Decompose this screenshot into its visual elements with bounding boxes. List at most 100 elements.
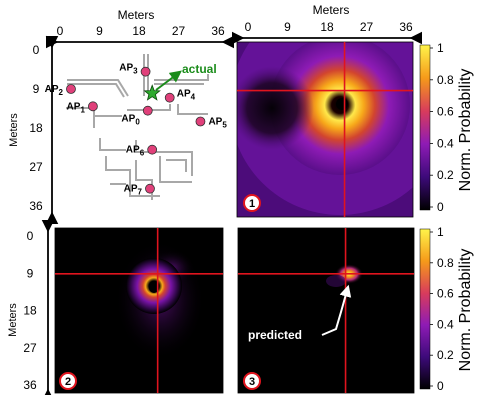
floor-map-y-ticks: 0 9 18 27 36	[29, 43, 43, 213]
access-point-label-prefix: AP	[126, 145, 140, 156]
colorbar-3-ticks: 1 0.8 0.6 0.4 0.2 0	[430, 225, 454, 393]
colorbar-tick-label: 0.6	[437, 105, 454, 119]
colorbar-tick-label: 0.8	[437, 73, 454, 87]
floor-map-x-axis-title: Meters	[118, 8, 155, 22]
access-point-label-index: 5	[222, 121, 227, 130]
colorbar-tick-label: 1	[437, 41, 444, 55]
heatmap-2-y-tick-label: 18	[23, 304, 37, 318]
floor-map-x-tick-label: 18	[132, 24, 146, 38]
access-point-label-index: 7	[138, 188, 143, 197]
heatmap-1-x-tick-label: 0	[245, 20, 252, 34]
panel-badge-2: 2	[59, 372, 77, 390]
heatmap-2-y-tick-label: 9	[27, 266, 34, 280]
floor-map-y-tick-label: 9	[33, 82, 40, 96]
colorbar-1-label: Norm. Probability	[457, 69, 474, 192]
access-point-label: AP4	[177, 89, 196, 102]
access-point-label: AP2	[45, 84, 64, 97]
heatmap-panel-3: predicted 3 1 0.8 0.6 0.4 0.2 0 Norm. Probabi…	[237, 225, 474, 394]
heatmap-2-y-tick-label: 36	[23, 378, 37, 392]
access-point-label-index: 6	[140, 149, 145, 158]
heatmap-2-y-tick-label: 27	[23, 341, 37, 355]
colorbar-3-label: Norm. Probability	[457, 249, 474, 372]
predicted-annotation: predicted	[248, 284, 352, 342]
panel-badge-1-label: 1	[249, 198, 255, 210]
floor-map-x-tick-label: 27	[172, 24, 186, 38]
access-point-label: AP7	[124, 184, 143, 197]
access-point-label-prefix: AP	[177, 89, 191, 100]
access-point-label-index: 0	[135, 118, 140, 127]
colorbar-tick-label: 1	[437, 225, 444, 239]
access-point-marker	[142, 105, 153, 116]
floor-map-x-tick-label: 0	[57, 24, 64, 38]
access-point-label-prefix: AP	[67, 101, 81, 112]
colorbar-tick-label: 0	[437, 200, 444, 214]
floor-map-x-ticks: 0 9 18 27 36	[57, 24, 225, 38]
panel-badge-3-label: 3	[249, 376, 255, 388]
access-point-marker	[195, 116, 206, 127]
actual-star-icon	[143, 84, 161, 101]
access-point-marker	[88, 101, 98, 112]
panel-badge-1: 1	[243, 194, 261, 212]
predicted-arrow	[321, 284, 352, 336]
colorbar-tick-label: 0	[437, 379, 444, 393]
floor-map-x-tick-label: 36	[211, 24, 225, 38]
panel-badge-3: 3	[243, 372, 261, 390]
actual-arrow	[155, 70, 182, 91]
access-point-label-prefix: AP	[119, 63, 133, 74]
access-point-label: AP0	[121, 114, 140, 127]
access-point-marker	[66, 84, 76, 94]
heatmap-2-y-axis-title: Meters	[7, 303, 19, 337]
heatmap-2-image	[55, 228, 223, 393]
access-point-marker	[145, 183, 155, 194]
access-point-label-index: 4	[191, 93, 196, 102]
heatmap-3-image	[238, 228, 414, 393]
colorbar-tick-label: 0.2	[437, 168, 454, 182]
heatmap-1-x-tick-label: 36	[399, 20, 413, 34]
colorbar-3: 1 0.8 0.6 0.4 0.2 0 Norm. Probability	[419, 225, 474, 393]
heatmap-1-image	[237, 42, 413, 217]
heatmap-2-y-ticks: 0 9 18 27 36	[23, 229, 37, 392]
heatmap-1-x-axis-title: Meters	[313, 3, 350, 17]
floor-map-y-tick-label: 18	[29, 121, 43, 135]
colorbar-1: 1 0.8 0.6 0.4 0.2 0 Norm. Probability	[419, 41, 474, 214]
access-point-label-index: 2	[59, 88, 64, 97]
heatmap-1-x-tick-label: 18	[320, 20, 334, 34]
heatmap-2-y-tick-label: 0	[27, 229, 34, 243]
floor-map-y-tick-label: 0	[33, 43, 40, 57]
colorbar-tick-label: 0.4	[437, 136, 454, 150]
access-point-label-prefix: AP	[121, 114, 135, 125]
heatmap-1-x-tick-label: 9	[284, 20, 291, 34]
access-point-label: AP5	[208, 117, 227, 130]
colorbar-1-ticks: 1 0.8 0.6 0.4 0.2 0	[430, 41, 454, 214]
floor-map-x-tick-label: 9	[96, 24, 103, 38]
floor-plan-walls	[66, 54, 209, 200]
colorbar-tick-label: 0.8	[437, 256, 454, 270]
predicted-label: predicted	[248, 328, 302, 342]
access-point-label-prefix: AP	[45, 84, 59, 95]
access-point-marker	[164, 92, 175, 103]
heatmap-1-x-ticks: 0 9 18 27 36	[245, 20, 413, 34]
floor-map-y-tick-label: 27	[29, 160, 43, 174]
actual-location-marker: actual	[143, 62, 217, 101]
access-point-label-index: 1	[80, 105, 85, 114]
colorbar-tick-label: 0.6	[437, 287, 454, 301]
floor-map-y-axis-title: Meters	[8, 113, 20, 147]
heatmap-panel-2: 0 9 18 27 36 Meters 2	[7, 219, 224, 395]
access-point-label-prefix: AP	[124, 184, 138, 195]
colorbar-tick-label: 0.4	[437, 317, 454, 331]
heatmap-1-x-tick-label: 27	[360, 20, 374, 34]
panel-badge-2-label: 2	[65, 376, 71, 388]
access-point-marker	[140, 66, 151, 77]
access-point-label-index: 3	[133, 67, 138, 76]
heatmap-panel-1: Meters 0 9 18 27 36 1 1 0.8 0.6 0.4 0.2 0 Norm. P…	[231, 3, 474, 218]
access-point-label: AP6	[126, 145, 145, 158]
access-point-marker	[147, 144, 158, 155]
floor-map-y-tick-label: 36	[29, 199, 43, 213]
access-point-label-prefix: AP	[208, 117, 222, 128]
access-point-label: AP3	[119, 63, 138, 76]
colorbar-tick-label: 0.2	[437, 348, 454, 362]
access-point-label: AP1	[67, 101, 86, 114]
